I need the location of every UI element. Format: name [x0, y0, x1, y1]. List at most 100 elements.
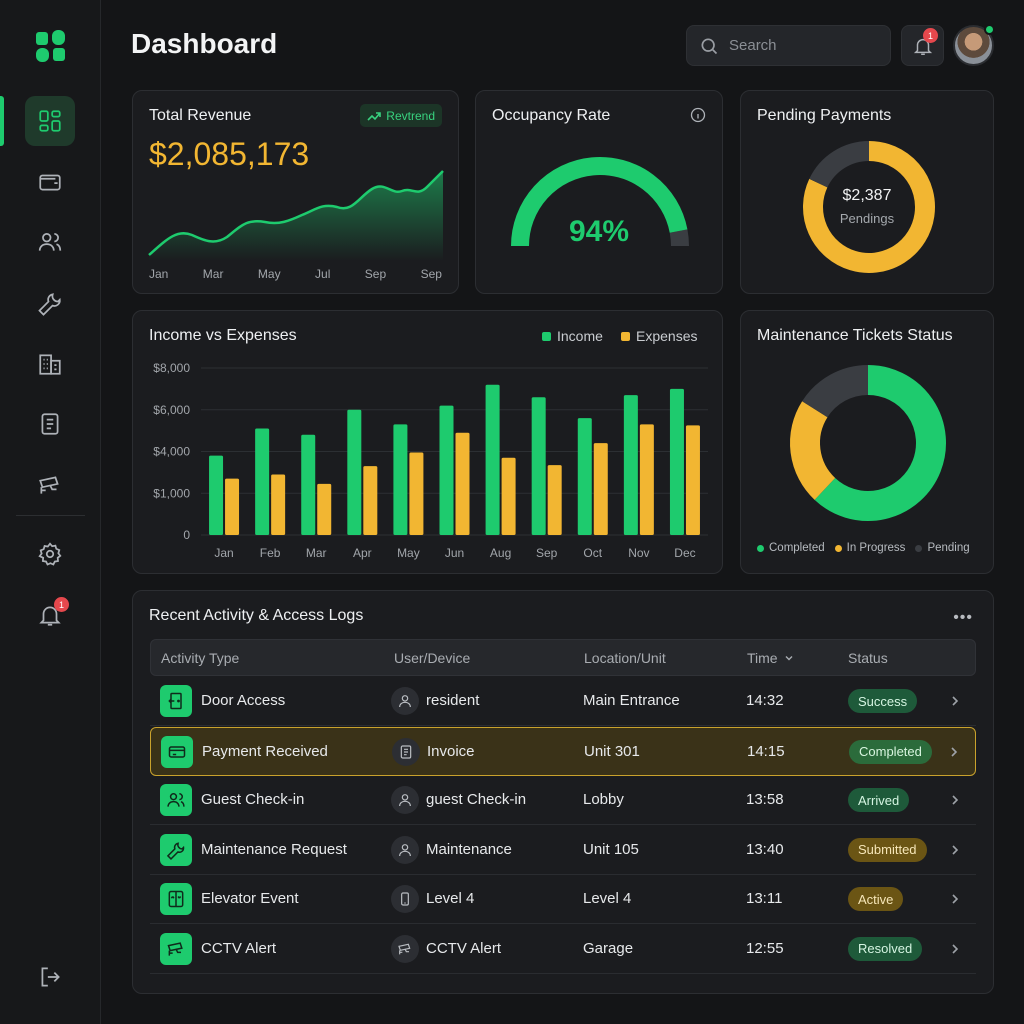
- chevron-right-icon[interactable]: [948, 790, 962, 810]
- bar-expenses-dec[interactable]: [685, 425, 700, 535]
- bar-income-nov[interactable]: [623, 395, 638, 535]
- col-activity-type[interactable]: Activity Type: [161, 650, 240, 666]
- sidebar-divider: [16, 515, 85, 516]
- time: 13:58: [746, 791, 784, 808]
- bar-expenses-feb[interactable]: [271, 474, 286, 535]
- elevator-icon: [168, 890, 184, 908]
- phone-icon: [401, 892, 409, 906]
- table-row[interactable]: Payment Received Invoice Unit 301 14:15 …: [150, 726, 976, 776]
- chevron-right-icon[interactable]: [948, 691, 962, 711]
- user-device: Level 4: [426, 890, 475, 907]
- bar-expenses-jan[interactable]: [225, 478, 240, 535]
- chevron-right-icon[interactable]: [947, 742, 961, 762]
- table-row[interactable]: Door Access resident Main Entrance 14:32…: [150, 677, 976, 726]
- tickets-pending-segment: [802, 365, 869, 418]
- bar-expenses-jun[interactable]: [455, 432, 470, 535]
- wrench-icon: [166, 841, 185, 860]
- search-icon: [701, 38, 718, 54]
- bar-income-may[interactable]: [393, 424, 408, 535]
- tickets-donut: [790, 365, 946, 521]
- status-badge: Submitted: [848, 837, 927, 862]
- sidebar: 1: [0, 0, 101, 1024]
- activity-type-icon: [160, 833, 192, 866]
- user-device-icon: [391, 786, 419, 814]
- search-box[interactable]: [686, 25, 891, 66]
- y-tick-label: $6,000: [153, 403, 190, 417]
- legend-income-label: Income: [557, 328, 603, 344]
- occupancy-rate-card: Occupancy Rate 94%: [475, 90, 723, 294]
- x-tick-label: Apr: [353, 546, 372, 560]
- nav-logout[interactable]: [25, 952, 75, 1002]
- nav-settings[interactable]: [25, 529, 75, 579]
- user-device: guest Check-in: [426, 791, 527, 808]
- person-icon: [399, 843, 411, 856]
- bar-expenses-mar[interactable]: [317, 483, 332, 535]
- bar-income-oct[interactable]: [577, 418, 592, 535]
- table-row[interactable]: Elevator Event Level 4 Level 4 13:11 Act…: [150, 875, 976, 924]
- more-options-icon[interactable]: •••: [953, 609, 973, 626]
- time: 13:11: [746, 890, 783, 907]
- legend-expenses: Expenses: [621, 328, 697, 344]
- chevron-right-icon[interactable]: [948, 939, 962, 959]
- legend-income: Income: [542, 328, 603, 344]
- time: 12:55: [746, 939, 784, 957]
- tickets-legend: Completed In Progress Pending: [757, 542, 970, 554]
- y-tick-label: $4,000: [153, 445, 190, 459]
- pending-payments-card: Pending Payments $2,387 Pendings: [740, 90, 994, 294]
- table-row[interactable]: Maintenance Request Maintenance Unit 105…: [150, 826, 976, 875]
- bar-expenses-apr[interactable]: [363, 466, 378, 535]
- income-chart-title: Income vs Expenses: [149, 327, 297, 344]
- legend-completed: Completed: [757, 542, 825, 554]
- col-time[interactable]: Time: [747, 650, 794, 666]
- activity-type-icon: [160, 883, 192, 915]
- bar-expenses-oct[interactable]: [593, 443, 608, 535]
- x-tick-label: Jun: [445, 546, 464, 560]
- activity-type-icon: [161, 735, 193, 768]
- nav-buildings[interactable]: [25, 339, 75, 389]
- legend-expenses-label: Expenses: [636, 328, 698, 344]
- revenue-month-label: Sep: [364, 267, 387, 281]
- bar-expenses-aug[interactable]: [501, 457, 516, 535]
- pending-title: Pending Payments: [757, 107, 892, 124]
- bar-income-sep[interactable]: [531, 397, 546, 535]
- bar-expenses-sep[interactable]: [547, 465, 562, 535]
- revenue-month-label: Mar: [202, 267, 224, 281]
- income-expenses-bar-chart: $8,000 $6,000 $4,000 $1,000 0 Jan Feb Mar Apr May…: [153, 361, 708, 560]
- location-unit: Unit 301: [584, 742, 640, 760]
- revenue-month-labels: Jan Mar May Jul Sep Sep: [149, 267, 442, 281]
- bar-income-jan[interactable]: [209, 455, 224, 535]
- chevron-right-icon[interactable]: [948, 889, 962, 909]
- nav-wallet[interactable]: [25, 157, 75, 207]
- wrench-icon: [38, 293, 61, 316]
- notifications-button[interactable]: [901, 25, 944, 66]
- nav-notifications[interactable]: [25, 590, 75, 640]
- info-icon[interactable]: [690, 107, 706, 123]
- nav-dashboard[interactable]: [25, 96, 75, 146]
- bar-income-feb[interactable]: [255, 428, 270, 535]
- bar-income-apr[interactable]: [347, 409, 362, 535]
- table-row[interactable]: Guest Check-in guest Check-in Lobby 13:5…: [150, 776, 976, 825]
- bar-income-dec[interactable]: [669, 388, 684, 535]
- col-user-device[interactable]: User/Device: [394, 650, 471, 666]
- nav-documents[interactable]: [25, 399, 75, 449]
- cctv-icon: [398, 943, 411, 954]
- trend-badge-label: Revtrend: [386, 108, 435, 123]
- bar-expenses-nov[interactable]: [639, 424, 654, 535]
- bar-income-jun[interactable]: [439, 405, 454, 535]
- nav-users[interactable]: [25, 217, 75, 267]
- search-input[interactable]: [729, 37, 869, 54]
- chevron-right-icon[interactable]: [948, 840, 962, 860]
- col-status[interactable]: Status: [848, 650, 888, 666]
- notification-badge: 1: [923, 28, 938, 43]
- nav-cctv[interactable]: [25, 460, 75, 510]
- pending-amount: $2,387: [842, 187, 892, 204]
- user-device-icon: [391, 885, 419, 913]
- table-row[interactable]: CCTV Alert CCTV Alert Garage 12:55 Resol…: [150, 925, 976, 974]
- bar-income-aug[interactable]: [485, 384, 500, 535]
- nav-maintenance[interactable]: [25, 278, 75, 328]
- bar-expenses-may[interactable]: [409, 452, 424, 535]
- bar-income-mar[interactable]: [301, 434, 316, 535]
- building-icon: [39, 354, 61, 375]
- col-location[interactable]: Location/Unit: [584, 650, 666, 666]
- person-icon: [399, 695, 411, 708]
